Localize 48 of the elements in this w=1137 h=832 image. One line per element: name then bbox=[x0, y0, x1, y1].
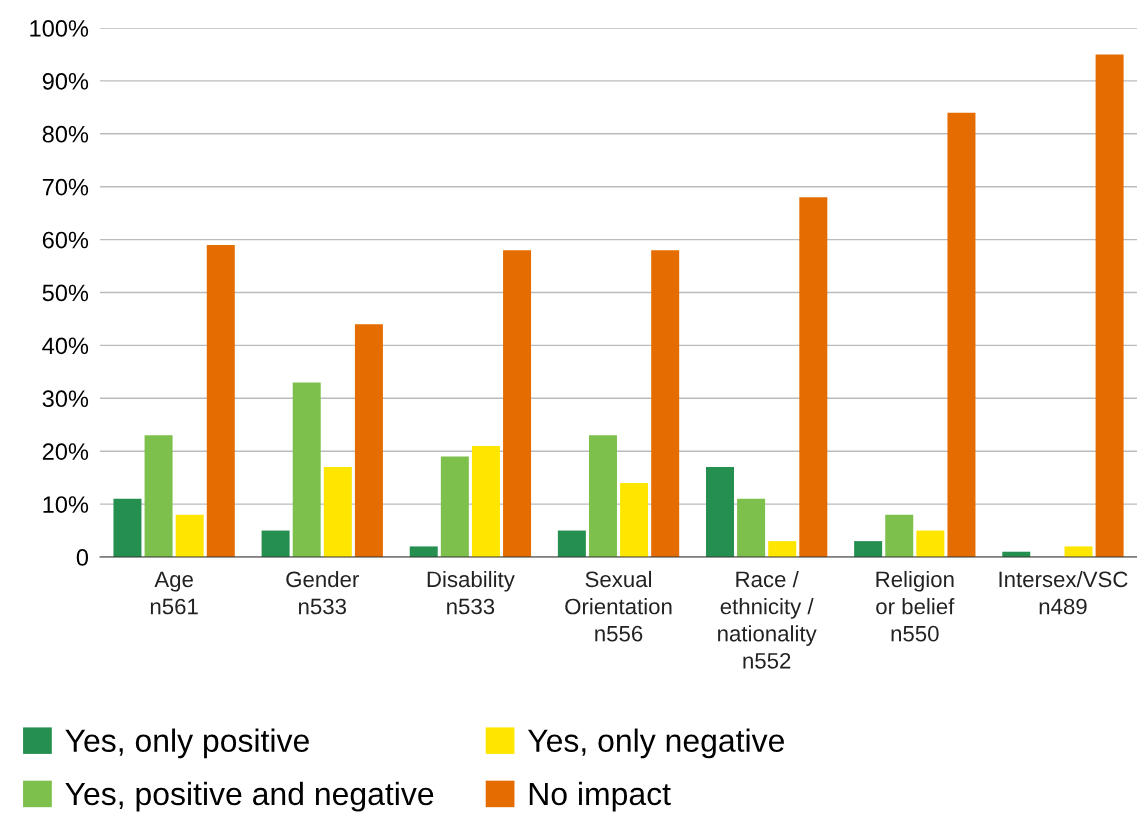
bar bbox=[768, 541, 797, 557]
bar bbox=[354, 324, 383, 557]
bar bbox=[885, 514, 914, 557]
x-tick-label: Race / ethnicity / nationality n552 bbox=[718, 570, 817, 669]
bar bbox=[175, 514, 204, 557]
bar bbox=[737, 498, 766, 557]
legend-label: Yes, only positive bbox=[65, 728, 309, 759]
y-tick-label: 60% bbox=[42, 231, 89, 249]
bar bbox=[706, 467, 734, 557]
bar bbox=[620, 482, 649, 557]
x-tick-label: Religion or belief n550 bbox=[876, 570, 955, 642]
y-tick-label: 100% bbox=[30, 20, 89, 37]
bar bbox=[854, 541, 883, 557]
bar bbox=[916, 530, 945, 557]
legend-label: Yes, only negative bbox=[527, 728, 784, 759]
y-tick-label: 0 bbox=[76, 549, 89, 566]
bar bbox=[144, 435, 173, 557]
legend-label: No impact bbox=[529, 781, 671, 812]
bar bbox=[1095, 54, 1124, 557]
bar bbox=[206, 244, 235, 557]
bar bbox=[557, 530, 586, 557]
y-tick-label: 90% bbox=[42, 72, 89, 90]
y-tick-label: 20% bbox=[42, 443, 89, 460]
legend-label: Yes, positive and negative bbox=[65, 781, 434, 812]
bar bbox=[292, 382, 321, 557]
y-tick-label: 80% bbox=[42, 125, 89, 143]
y-tick-label: 50% bbox=[42, 284, 89, 302]
bar bbox=[651, 250, 680, 557]
bar bbox=[503, 250, 532, 557]
bar bbox=[261, 530, 290, 557]
y-tick-label: 30% bbox=[42, 390, 89, 408]
bar bbox=[440, 456, 469, 557]
x-tick-label: Gender n533 bbox=[286, 570, 359, 615]
bar bbox=[1064, 546, 1093, 557]
bar bbox=[947, 112, 976, 557]
x-tick-label: Age n561 bbox=[150, 571, 198, 615]
x-tick-label: Intersex/VSC n489 bbox=[999, 570, 1128, 615]
y-tick-label: 10% bbox=[43, 496, 89, 513]
bar bbox=[323, 467, 352, 557]
bar bbox=[588, 435, 617, 557]
y-tick-label: 70% bbox=[42, 178, 89, 196]
bar bbox=[409, 546, 438, 557]
x-tick-label: Disability n533 bbox=[427, 570, 515, 615]
bar bbox=[113, 498, 142, 557]
x-tick-label: Sexual Orientation n556 bbox=[565, 570, 672, 642]
y-tick-label: 40% bbox=[42, 337, 89, 355]
bar bbox=[799, 197, 828, 557]
bar bbox=[471, 445, 500, 557]
